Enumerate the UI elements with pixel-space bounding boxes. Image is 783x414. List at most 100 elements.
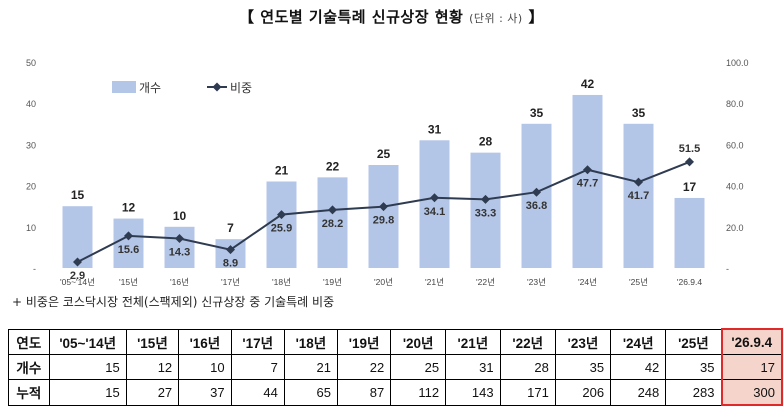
table-header-cell: 연도 — [8, 328, 50, 355]
table-header-cell: '24년 — [610, 328, 667, 355]
y-right-tick-label: 40.0 — [726, 182, 744, 192]
line-value-label: 28.2 — [322, 218, 343, 230]
x-tick-label: '17년 — [221, 277, 240, 287]
line-point — [481, 194, 490, 204]
bar-value-label: 7 — [227, 221, 234, 235]
line-point — [175, 234, 184, 244]
x-tick-label: '18년 — [272, 277, 291, 287]
bar — [317, 177, 348, 268]
y-right-tick-label: - — [726, 264, 729, 274]
bar-value-label: 15 — [71, 188, 85, 202]
line-value-label: 8.9 — [223, 258, 238, 270]
line-value-label: 29.8 — [373, 215, 394, 227]
table-header-cell: '17년 — [230, 328, 285, 355]
bar-value-label: 35 — [632, 106, 646, 120]
bar-value-label: 28 — [479, 135, 493, 149]
table-cell: 15 — [48, 379, 127, 406]
table-cell: 21 — [283, 354, 339, 380]
bar — [419, 140, 450, 268]
x-tick-label: '15년 — [119, 277, 138, 287]
title-text: 연도별 기술특례 신규상장 현황 — [260, 8, 464, 26]
table-cell: 35 — [554, 354, 612, 380]
y-right-tick-label: 20.0 — [726, 223, 744, 233]
table-row-label: 개수 — [8, 354, 50, 380]
x-tick-label: '16년 — [170, 277, 189, 287]
table-cell: 42 — [610, 354, 667, 380]
bar-value-label: 12 — [122, 201, 136, 215]
line-point — [583, 165, 592, 175]
table-cell: 65 — [283, 379, 339, 406]
bar-value-label: 22 — [326, 159, 340, 173]
y-left-tick-label: 30 — [26, 140, 36, 150]
y-left-tick-label: 20 — [26, 182, 36, 192]
line-value-label: 15.6 — [118, 244, 139, 256]
legend-bar-swatch — [112, 81, 136, 93]
x-tick-label: '19년 — [323, 277, 342, 287]
chart-title: 【 연도별 기술특례 신규상장 현황 (단위 : 사) 】 — [0, 6, 783, 27]
table-cell: 112 — [390, 379, 447, 406]
table-cell: 37 — [178, 379, 232, 406]
bar — [368, 165, 399, 268]
bar-value-label: 17 — [683, 180, 697, 194]
bar — [113, 218, 144, 268]
table-header-cell: '21년 — [445, 328, 501, 355]
table-header-cell: '22년 — [499, 328, 556, 355]
combo-chart: - 10 20 30 40 50 - 20.0 40.0 60.0 80.0 100.0 15 12 10 7… — [26, 58, 749, 287]
line-point — [379, 202, 388, 212]
table-header-cell: '26.9.4 — [720, 328, 783, 355]
table-cell: 25 — [390, 354, 447, 380]
table-header-cell: '16년 — [178, 328, 232, 355]
legend-bar-label: 개수 — [139, 81, 161, 95]
table-row-label: 누적 — [8, 379, 50, 406]
table-cell: 17 — [720, 354, 783, 380]
bar-value-label: 21 — [275, 163, 289, 177]
line-value-label: 41.7 — [628, 190, 649, 202]
line-value-label: 33.3 — [475, 207, 496, 219]
line-value-label: 36.8 — [526, 200, 547, 212]
line-point — [328, 205, 337, 215]
bar — [572, 94, 603, 269]
line-point — [73, 257, 82, 267]
table-header-cell: '18년 — [283, 328, 339, 355]
table-cell: 143 — [445, 379, 501, 406]
line-point — [124, 231, 133, 241]
line-value-label: 2.9 — [70, 270, 85, 282]
table-header-cell: '23년 — [554, 328, 612, 355]
bar — [674, 197, 705, 268]
legend-line-label: 비중 — [230, 81, 252, 95]
table-header-cell: '15년 — [125, 328, 180, 355]
table-header-cell: '19년 — [336, 328, 392, 355]
line-point — [277, 210, 286, 220]
x-tick-label: '20년 — [374, 277, 393, 287]
x-tick-label: '23년 — [527, 277, 546, 287]
table-row: 누적 15 27 37 44 65 87 112 143 171 206 248 283 300 — [8, 379, 783, 406]
x-tick-label: '21년 — [425, 277, 444, 287]
table-cell: 248 — [610, 379, 667, 406]
table-cell: 27 — [125, 379, 180, 406]
legend-line-marker — [212, 82, 222, 92]
line-value-label: 47.7 — [577, 178, 598, 190]
title-close-bracket: 】 — [528, 8, 544, 26]
table-row: 개수 15 12 10 7 21 22 25 31 28 35 42 35 17 — [8, 354, 783, 380]
table-cell: 44 — [230, 379, 285, 406]
line-value-label: 14.3 — [169, 247, 190, 259]
bar — [623, 123, 654, 268]
title-unit: (단위 : 사) — [469, 12, 523, 25]
bar — [470, 152, 501, 268]
line-value-label: 51.5 — [679, 143, 700, 155]
y-left-tick-label: 10 — [26, 223, 36, 233]
table-cell: 283 — [665, 379, 722, 406]
data-table: 연도 '05~'14년 '15년 '16년 '17년 '18년 '19년 '20년 '21년 '2… — [8, 328, 783, 406]
table-cell: 35 — [665, 354, 722, 380]
line-point — [226, 245, 235, 255]
line-point — [532, 187, 541, 197]
footnote: + 비중은 코스닥시장 전체(스팩제외) 신규상장 중 기술특례 비중 — [12, 295, 335, 309]
table-cell: 171 — [499, 379, 556, 406]
table-cell: 7 — [230, 354, 285, 380]
table-header-row: 연도 '05~'14년 '15년 '16년 '17년 '18년 '19년 '20년 '21년 '2… — [8, 328, 783, 355]
table-cell: 31 — [445, 354, 501, 380]
y-left-tick-label: 50 — [26, 58, 36, 68]
y-right-tick-label: 100.0 — [726, 58, 749, 68]
line-value-label: 25.9 — [271, 223, 292, 235]
y-left-tick-label: 40 — [26, 99, 36, 109]
